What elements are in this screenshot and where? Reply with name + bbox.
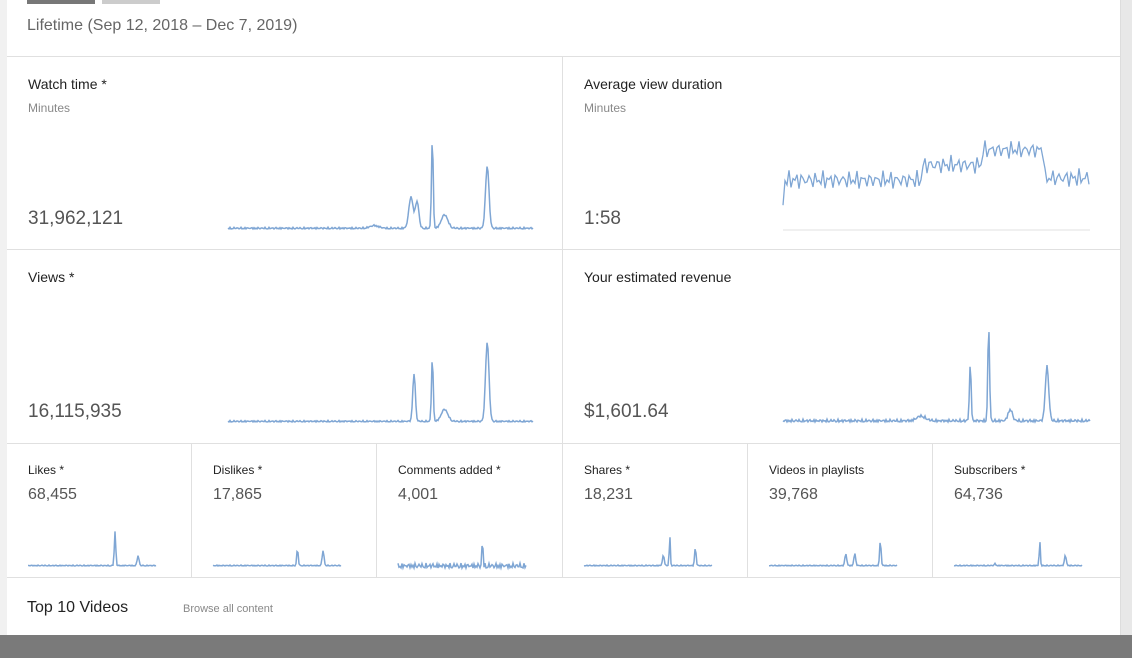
analytics-card: Lifetime (Sep 12, 2018 – Dec 7, 2019) Wa… bbox=[7, 0, 1121, 635]
metric-value: $1,601.64 bbox=[584, 401, 669, 422]
metric-value: 68,455 bbox=[28, 486, 77, 503]
sparkline bbox=[953, 542, 1083, 568]
metric-title: Subscribers * bbox=[954, 463, 1026, 477]
sparkline bbox=[782, 332, 1091, 424]
metric-value: 17,865 bbox=[213, 486, 262, 503]
sparkline bbox=[782, 140, 1090, 206]
metric-value: 39,768 bbox=[769, 486, 818, 503]
period: Lifetime (Sep 12, 2018 – Dec 7, 2019) bbox=[27, 17, 298, 34]
sparkline bbox=[227, 342, 534, 424]
metric-value: 64,736 bbox=[954, 486, 1003, 503]
metric-title: Dislikes * bbox=[213, 463, 263, 477]
metric-unit: Minutes bbox=[28, 101, 71, 115]
metric-title: Views * bbox=[28, 269, 75, 285]
sparkline bbox=[28, 531, 157, 567]
metric-title: Likes * bbox=[28, 463, 65, 477]
section-title: Top 10 Videos bbox=[27, 599, 129, 616]
sparkline bbox=[227, 145, 534, 231]
metric-unit: Minutes bbox=[584, 101, 627, 115]
metric-title: Your estimated revenue bbox=[584, 269, 732, 285]
metric-title: Average view duration bbox=[584, 76, 723, 92]
scrollbar[interactable] bbox=[1121, 0, 1132, 635]
metric-value: 4,001 bbox=[398, 486, 439, 503]
sparkline bbox=[769, 542, 898, 567]
thumbnail bbox=[27, 0, 95, 4]
metric-value: 1:58 bbox=[584, 208, 621, 229]
sparkline bbox=[397, 545, 527, 571]
metric-value: 31,962,121 bbox=[28, 208, 124, 229]
metric-title: Shares * bbox=[584, 463, 631, 477]
browse-link[interactable]: Browse all content bbox=[183, 603, 273, 615]
metric-title: Watch time * bbox=[28, 76, 107, 92]
sparkline bbox=[212, 549, 342, 567]
metric-value: 18,231 bbox=[584, 486, 633, 503]
metric-value: 16,115,935 bbox=[28, 401, 122, 422]
sparklines bbox=[28, 140, 1091, 571]
thumbnail bbox=[102, 0, 160, 4]
sparkline bbox=[583, 537, 713, 568]
metric-title: Comments added * bbox=[398, 463, 501, 477]
taskbar bbox=[0, 635, 1132, 658]
metric-title: Videos in playlists bbox=[769, 463, 865, 477]
